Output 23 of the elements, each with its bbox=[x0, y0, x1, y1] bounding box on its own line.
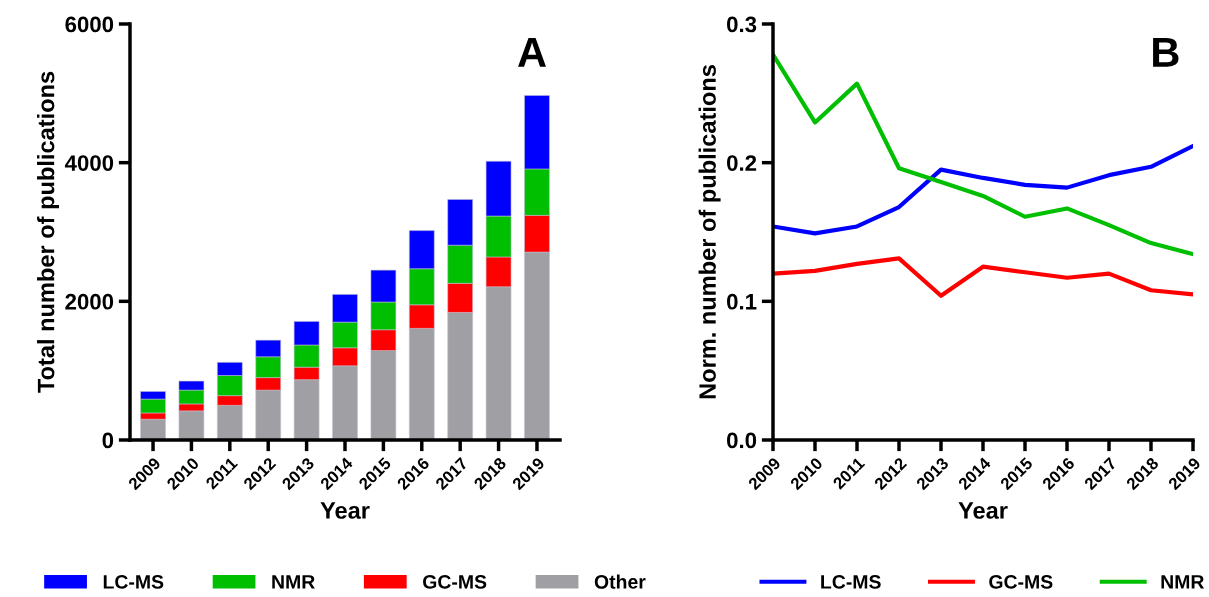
legend-label: NMR bbox=[1161, 575, 1205, 589]
line-series bbox=[773, 143, 1193, 236]
legend-label: LC-MS bbox=[103, 574, 164, 589]
line-series bbox=[773, 256, 1193, 298]
y-tick-label: 0.2 bbox=[727, 155, 757, 171]
y-axis-title: Total number of publications bbox=[37, 71, 60, 393]
y-tick-label: 4000 bbox=[64, 155, 114, 171]
annotation: A bbox=[518, 38, 546, 67]
y-tick-label: 0 bbox=[102, 432, 114, 449]
y-tick-label: 6000 bbox=[65, 16, 114, 33]
y-tick-label: 0.3 bbox=[727, 16, 757, 33]
legend-label: NMR bbox=[272, 575, 315, 589]
y-tick-label: 0.1 bbox=[727, 293, 757, 310]
y-tick-label: 0.0 bbox=[727, 432, 757, 449]
x-axis-title: Year bbox=[320, 502, 370, 519]
legend-label: Other bbox=[594, 574, 646, 589]
legend-label: GC-MS bbox=[989, 574, 1053, 589]
y-axis-title: Norm. number of publications bbox=[698, 65, 721, 399]
y-tick-label: 2000 bbox=[65, 293, 114, 310]
annotation: B bbox=[1153, 38, 1179, 67]
legend-label: GC-MS bbox=[423, 574, 487, 589]
x-axis-title: Year bbox=[958, 502, 1008, 519]
legend-label: LC-MS bbox=[821, 574, 881, 589]
